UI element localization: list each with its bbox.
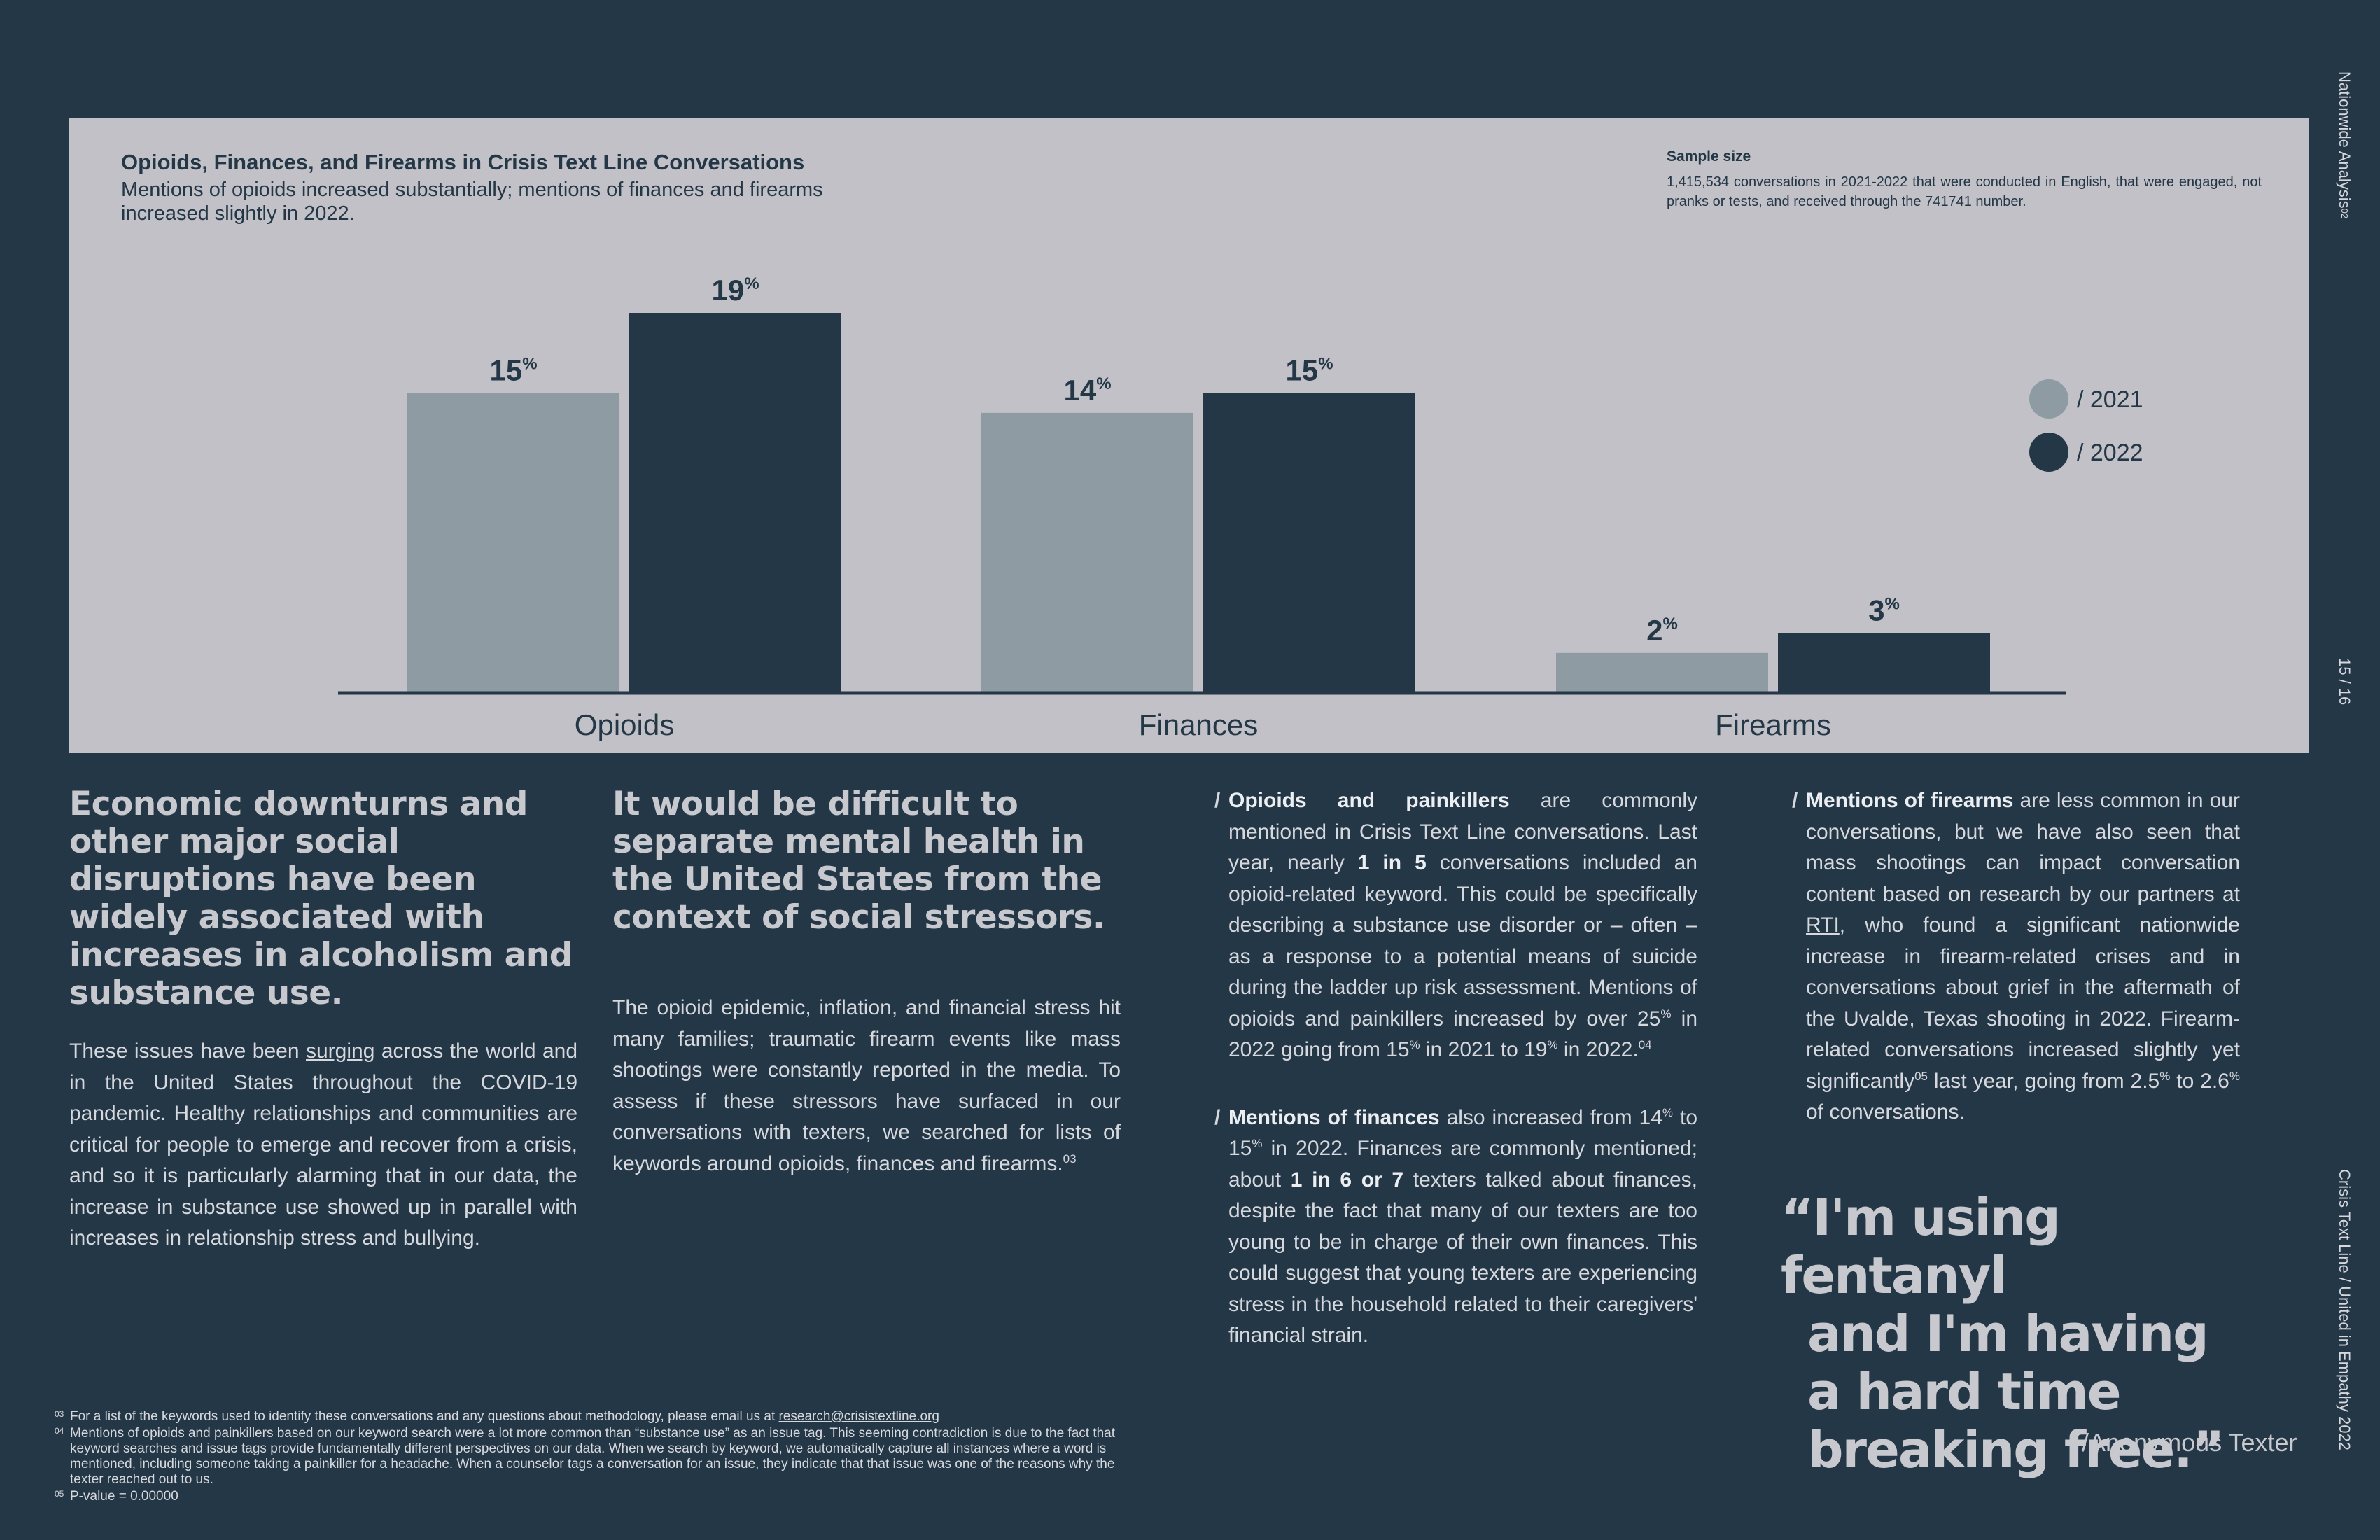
bar-value-label: 3% <box>1868 594 1900 626</box>
headline-economic: Economic downturns and other major socia… <box>69 785 573 1012</box>
firearms-paragraph: / Mentions of firearms are less common in… <box>1792 789 2240 1124</box>
legend-label: / 2022 <box>2077 440 2143 466</box>
quote-line: and I'm having <box>1807 1304 2209 1363</box>
stressors-body: The opioid epidemic, inflation, and fina… <box>612 996 1121 1175</box>
column-stressors: It would be difficult to separate mental… <box>612 785 1121 1180</box>
bar-firearms-2022 <box>1778 633 1990 693</box>
bar-value-label: 15% <box>1285 354 1333 386</box>
category-label: Opioids <box>575 708 674 741</box>
bar-opioids-2022 <box>629 313 841 693</box>
headline-stressors: It would be difficult to separate mental… <box>612 785 1105 937</box>
bar-finances-2021 <box>981 412 1194 693</box>
bar-value-label: 2% <box>1646 614 1678 647</box>
bar-value-label: 14% <box>1063 374 1111 407</box>
surging-link[interactable]: surging <box>306 1040 375 1063</box>
page-number: 15 / 16 <box>2336 658 2353 706</box>
finances-paragraph: / Mentions of finances also increased fro… <box>1214 1105 1698 1348</box>
chart-subtitle: Mentions of opioids increased substantia… <box>121 178 823 225</box>
bar-firearms-2021 <box>1556 652 1768 693</box>
report-name: Crisis Text Line / United in Empathy 202… <box>2336 1169 2353 1450</box>
rti-link[interactable]: RTI <box>1806 913 1840 937</box>
footnote-05: 05 P-value = 0.00000 <box>55 1489 178 1504</box>
bar-opioids-2021 <box>407 393 620 693</box>
legend-label: / 2021 <box>2077 386 2143 413</box>
bar-value-label: 19% <box>711 274 759 307</box>
footnote-04: 04 Mentions of opioids and painkillers ba… <box>55 1426 1116 1487</box>
legend-swatch <box>2029 433 2068 472</box>
side-section-label: Nationwide Analysis02 <box>2336 71 2353 219</box>
quote-line: “I'm using fentanyl <box>1781 1188 2061 1305</box>
category-label: Finances <box>1139 708 1258 741</box>
category-label: Firearms <box>1715 708 1831 741</box>
bar-finances-2022 <box>1203 393 1415 693</box>
sample-size-text: 1,415,534 conversations in 2021-2022 tha… <box>1667 174 2262 209</box>
email-link[interactable]: research@crisistextline.org <box>778 1409 939 1424</box>
quote-line: breaking free.” <box>1807 1420 2225 1479</box>
bar-value-label: 15% <box>489 354 537 386</box>
legend-swatch <box>2029 379 2068 419</box>
chart-title: Opioids, Finances, and Firearms in Crisi… <box>121 150 805 174</box>
footnote-03: 03 For a list of the keywords used to ide… <box>55 1409 939 1424</box>
pull-quote: “I'm using fentanyl and I'm having a har… <box>1781 1189 2271 1479</box>
opioids-paragraph: / Opioids and painkillers are commonly me… <box>1214 789 1698 1061</box>
column-intro: Economic downturns and other major socia… <box>69 785 578 1254</box>
quote-line: a hard time <box>1807 1362 2122 1421</box>
column-opioids-finances: / Opioids and painkillers are commonly me… <box>1214 785 1698 1352</box>
bar-chart: 15% 19% Opioids 14% 15% Finances 2% 3% Firearms /… <box>338 274 2143 741</box>
column-firearms: / Mentions of firearms are less common in… <box>1792 785 2240 1128</box>
quote-attribution: /Anonymous Texter <box>2082 1428 2297 1457</box>
chart-panel: Opioids, Finances, and Firearms in Crisi… <box>69 118 2309 753</box>
intro-body: These issues have been surging across th… <box>69 1040 578 1250</box>
sample-size-heading: Sample size <box>1667 148 1751 164</box>
footnotes: 03 For a list of the keywords used to ide… <box>55 1409 1119 1506</box>
